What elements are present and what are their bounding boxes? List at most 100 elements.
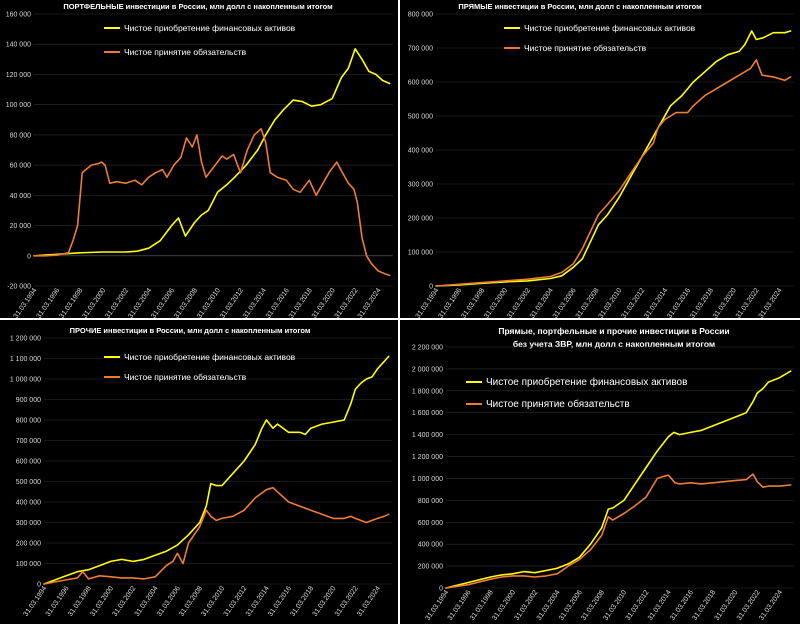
chart-svg: Прямые, портфельные и прочие инвестиции … — [412, 326, 794, 622]
x-tick-label: 31.03.2020 — [712, 287, 738, 318]
x-tick-label: 31.03.1996 — [36, 287, 62, 318]
y-tick-label: 600 000 — [418, 520, 443, 527]
chart-panel-direct: ПРЯМЫЕ инвестиции в России, млн долл с н… — [400, 0, 800, 318]
y-tick-label: 120 000 — [6, 72, 31, 79]
y-tick-label: 500 000 — [16, 479, 41, 486]
y-tick-label: 100 000 — [6, 102, 31, 109]
legend-label-assets: Чистое приобретение финансовых активов — [486, 376, 687, 388]
x-tick-label: 31.03.1994 — [415, 287, 441, 318]
chart-title: ПОРТФЕЛЬНЫЕ инвестиции в России, млн дол… — [63, 2, 333, 11]
x-tick-label: 31.03.2002 — [506, 287, 532, 318]
y-tick-label: 700 000 — [408, 46, 433, 53]
y-tick-label: 900 000 — [16, 397, 41, 404]
x-tick-label: 31.03.2024 — [357, 287, 383, 318]
x-tick-label: 31.03.2024 — [758, 287, 784, 318]
x-tick-label: 31.03.2018 — [288, 287, 314, 318]
x-tick-label: 31.03.2004 — [127, 287, 153, 318]
y-tick-label: 80 000 — [10, 132, 32, 139]
series-line-liabilities — [435, 59, 792, 287]
y-tick-label: 160 000 — [6, 12, 31, 19]
series-line-liabilities — [33, 128, 391, 277]
x-tick-label: 31.03.1996 — [438, 287, 464, 318]
y-tick-label: 100 000 — [16, 561, 41, 568]
y-tick-label: 1 400 000 — [412, 432, 443, 439]
series-line-liabilities — [445, 473, 792, 589]
x-tick-label: 31.03.2010 — [196, 287, 222, 318]
chart-svg: ПРОЧИЕ инвестиции в России, млн долл с н… — [10, 326, 392, 618]
x-tick-label: 31.03.2020 — [311, 287, 337, 318]
y-tick-label: 20 000 — [10, 223, 32, 230]
x-tick-label: 31.03.2012 — [621, 287, 647, 318]
legend-label-liabilities: Чистое принятие обязательств — [124, 372, 247, 382]
y-tick-label: 800 000 — [16, 418, 41, 425]
y-tick-label: 1 200 000 — [412, 454, 443, 461]
chart-title: Прямые, портфельные и прочие инвестиции … — [498, 326, 729, 336]
x-tick-label: 31.03.2024 — [758, 589, 784, 622]
series-line-liabilities — [43, 486, 390, 585]
legend-label-assets: Чистое приобретение финансовых активов — [124, 23, 296, 33]
x-tick-label: 31.03.2006 — [552, 287, 578, 318]
series-line-assets — [445, 370, 792, 589]
y-tick-label: 2 000 000 — [412, 366, 443, 373]
x-tick-label: 31.03.1998 — [59, 287, 85, 318]
y-tick-label: 700 000 — [16, 438, 41, 445]
y-tick-label: 140 000 — [6, 42, 31, 49]
y-tick-label: 0 — [429, 284, 433, 291]
y-tick-label: 60 000 — [10, 163, 32, 170]
legend-label-liabilities: Чистое принятие обязательств — [524, 43, 647, 53]
series-line-assets — [33, 47, 391, 257]
y-tick-label: 0 — [27, 253, 31, 260]
x-tick-label: 31.03.2004 — [529, 287, 555, 318]
y-tick-label: -20 000 — [7, 284, 31, 291]
chart-title: без учета ЗВР, млн долл с накопленным ит… — [513, 339, 715, 349]
x-tick-label: 31.03.1994 — [13, 287, 39, 318]
chart-title: ПРОЧИЕ инвестиции в России, млн долл с н… — [70, 326, 311, 335]
y-tick-label: 800 000 — [408, 12, 433, 19]
x-tick-label: 31.03.2022 — [735, 287, 761, 318]
legend-label-liabilities: Чистое принятие обязательств — [486, 398, 630, 410]
y-tick-label: 300 000 — [408, 182, 433, 189]
y-tick-label: 500 000 — [408, 114, 433, 121]
x-tick-label: 31.03.2022 — [334, 287, 360, 318]
x-tick-label: 31.03.2000 — [483, 287, 509, 318]
chart-panel-total: Прямые, портфельные и прочие инвестиции … — [400, 320, 800, 624]
chart-title: ПРЯМЫЕ инвестиции в России, млн долл с н… — [458, 2, 702, 11]
x-tick-label: 31.03.2016 — [265, 287, 291, 318]
y-tick-label: 1 800 000 — [412, 388, 443, 395]
y-tick-label: 1 600 000 — [412, 410, 443, 417]
x-tick-label: 31.03.1998 — [460, 287, 486, 318]
y-tick-label: 1 000 000 — [412, 476, 443, 483]
series-line-assets — [435, 30, 792, 287]
y-tick-label: 200 000 — [408, 216, 433, 223]
y-tick-label: 600 000 — [408, 80, 433, 87]
y-tick-label: 1 100 000 — [10, 356, 41, 363]
y-tick-label: 200 000 — [16, 541, 41, 548]
x-tick-label: 31.03.2006 — [150, 287, 176, 318]
y-tick-label: 0 — [37, 582, 41, 589]
y-tick-label: 100 000 — [408, 250, 433, 257]
y-tick-label: 1 200 000 — [10, 336, 41, 343]
y-tick-label: 400 000 — [408, 148, 433, 155]
x-tick-label: 31.03.2000 — [81, 287, 107, 318]
x-tick-label: 31.03.2008 — [173, 287, 199, 318]
y-tick-label: 200 000 — [418, 564, 443, 571]
chart-panel-portfolio: ПОРТФЕЛЬНЫЕ инвестиции в России, млн дол… — [0, 0, 398, 318]
x-tick-label: 31.03.2012 — [219, 287, 245, 318]
y-tick-label: 0 — [439, 586, 443, 593]
y-tick-label: 2 200 000 — [412, 345, 443, 352]
legend-label-assets: Чистое приобретение финансовых активов — [524, 23, 696, 33]
y-tick-label: 400 000 — [418, 542, 443, 549]
x-tick-label: 31.03.2014 — [242, 287, 268, 318]
x-tick-label: 31.03.2018 — [689, 287, 715, 318]
y-tick-label: 300 000 — [16, 520, 41, 527]
chart-svg: ПОРТФЕЛЬНЫЕ инвестиции в России, млн дол… — [6, 2, 393, 318]
legend-label-liabilities: Чистое принятие обязательств — [124, 47, 247, 57]
x-tick-label: 31.03.2002 — [104, 287, 130, 318]
x-tick-label: 31.03.2010 — [598, 287, 624, 318]
y-tick-label: 600 000 — [16, 459, 41, 466]
x-tick-label: 31.03.2008 — [575, 287, 601, 318]
x-tick-label: 31.03.2014 — [643, 287, 669, 318]
series-line-assets — [43, 355, 390, 585]
legend-label-assets: Чистое приобретение финансовых активов — [124, 352, 296, 362]
x-tick-label: 31.03.2024 — [356, 585, 382, 618]
